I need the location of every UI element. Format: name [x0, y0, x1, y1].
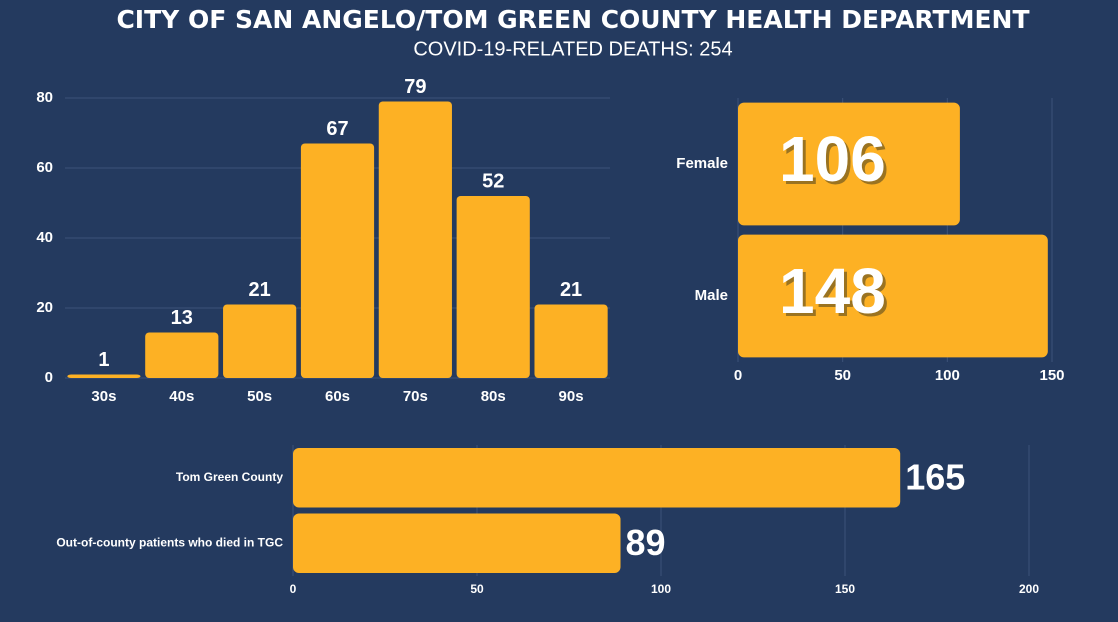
bar: [738, 234, 1048, 358]
data-label: 67: [326, 118, 348, 140]
y-tick-label: Tom Green County: [176, 470, 283, 484]
bar: [145, 332, 219, 378]
y-tick-label: 60: [36, 159, 53, 176]
x-tick-label: 100: [651, 582, 671, 596]
x-tick-label: 70s: [403, 388, 428, 405]
data-label: 79: [404, 76, 426, 98]
x-tick-label: 40s: [169, 388, 194, 405]
page-title: CITY OF SAN ANGELO/TOM GREEN COUNTY HEAL…: [116, 5, 1029, 34]
x-tick-label: 80s: [481, 388, 506, 405]
x-tick-label: 30s: [91, 388, 116, 405]
data-label: 165: [905, 456, 965, 497]
data-label: 13: [171, 307, 193, 329]
bar: [534, 304, 608, 378]
data-label-shadow: 106: [782, 126, 889, 198]
bar: [378, 101, 452, 378]
y-tick-label: Female: [676, 155, 728, 172]
y-tick-label: 0: [45, 369, 53, 386]
x-tick-label: 50: [834, 367, 851, 384]
y-tick-label: Out-of-county patients who died in TGC: [56, 535, 283, 549]
data-label: 89: [626, 522, 666, 563]
data-label-shadow: 148: [782, 258, 889, 330]
data-label: 21: [560, 279, 582, 301]
x-tick-label: 50: [470, 582, 484, 596]
bar: [738, 102, 960, 226]
bar: [456, 196, 530, 378]
bar: [293, 513, 621, 574]
bar: [293, 447, 901, 508]
x-tick-label: 90s: [559, 388, 584, 405]
x-tick-label: 200: [1019, 582, 1039, 596]
x-tick-label: 150: [1039, 367, 1064, 384]
y-tick-label: Male: [695, 287, 728, 304]
data-label: 148: [779, 255, 886, 327]
y-tick-label: 80: [36, 89, 53, 106]
x-tick-label: 100: [935, 367, 960, 384]
data-label: 1: [98, 349, 109, 371]
x-tick-label: 150: [835, 582, 855, 596]
bar: [223, 304, 297, 378]
page-subtitle: COVID-19-RELATED DEATHS: 254: [413, 38, 732, 60]
x-tick-label: 50s: [247, 388, 272, 405]
y-tick-label: 20: [36, 299, 53, 316]
x-tick-label: 0: [290, 582, 297, 596]
data-label: 52: [482, 170, 504, 192]
bar: [300, 143, 375, 378]
x-tick-label: 0: [734, 367, 742, 384]
y-tick-label: 40: [36, 229, 53, 246]
x-tick-label: 60s: [325, 388, 350, 405]
bar: [67, 374, 141, 378]
data-label: 106: [779, 123, 886, 195]
data-label: 21: [249, 279, 271, 301]
